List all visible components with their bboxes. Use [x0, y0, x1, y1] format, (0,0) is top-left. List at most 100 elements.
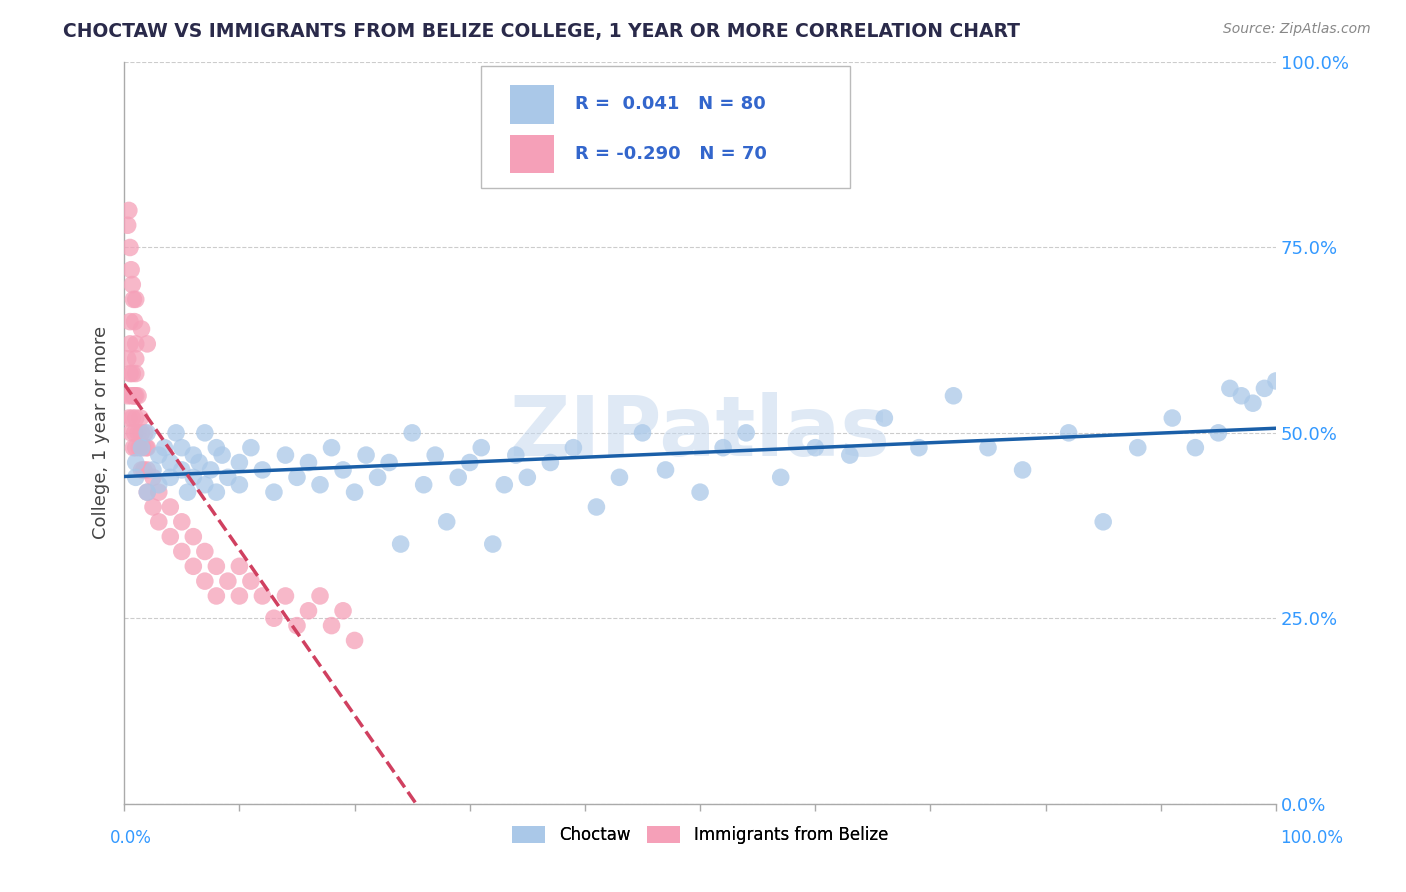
Point — [181, 559, 204, 574]
Point — [1253, 381, 1275, 395]
Point — [252, 589, 274, 603]
Point — [494, 477, 516, 491]
Point — [239, 441, 262, 455]
Point — [120, 389, 142, 403]
Point — [205, 559, 228, 574]
Point — [131, 322, 153, 336]
Point — [332, 463, 354, 477]
Point — [135, 441, 157, 455]
Point — [148, 448, 170, 462]
Point — [131, 425, 153, 440]
Point — [153, 441, 176, 455]
Point — [129, 411, 152, 425]
FancyBboxPatch shape — [510, 85, 554, 124]
Point — [481, 537, 503, 551]
Text: 0.0%: 0.0% — [110, 829, 152, 847]
Point — [148, 515, 170, 529]
Point — [170, 544, 193, 558]
Point — [321, 618, 343, 632]
Point — [125, 470, 148, 484]
Point — [297, 604, 319, 618]
Point — [1265, 374, 1288, 388]
Legend: Choctaw, Immigrants from Belize: Choctaw, Immigrants from Belize — [506, 820, 894, 851]
Point — [117, 351, 139, 366]
Point — [124, 315, 146, 329]
Point — [977, 441, 1000, 455]
Point — [134, 425, 156, 440]
Point — [159, 470, 181, 484]
Point — [274, 448, 297, 462]
Point — [205, 441, 228, 455]
Point — [118, 203, 141, 218]
Point — [142, 463, 165, 477]
Point — [125, 411, 148, 425]
Point — [121, 367, 143, 381]
Point — [1126, 441, 1149, 455]
Point — [631, 425, 654, 440]
Point — [122, 441, 145, 455]
Point — [804, 441, 827, 455]
Point — [125, 456, 148, 470]
Point — [132, 463, 155, 477]
Point — [458, 456, 481, 470]
Point — [118, 240, 141, 254]
Point — [654, 463, 676, 477]
Point — [124, 389, 146, 403]
Point — [1219, 381, 1241, 395]
Point — [128, 441, 150, 455]
Point — [142, 470, 165, 484]
Point — [343, 633, 366, 648]
Point — [118, 315, 141, 329]
Point — [1241, 396, 1264, 410]
Point — [181, 530, 204, 544]
Point — [122, 293, 145, 307]
Point — [252, 463, 274, 477]
Point — [1161, 411, 1184, 425]
Point — [239, 574, 262, 588]
Point — [425, 448, 447, 462]
Point — [343, 485, 366, 500]
Point — [165, 425, 187, 440]
Point — [188, 456, 211, 470]
Point — [263, 611, 285, 625]
Point — [367, 470, 389, 484]
Point — [136, 337, 159, 351]
Point — [228, 477, 250, 491]
Point — [689, 485, 711, 500]
Point — [136, 485, 159, 500]
Point — [159, 530, 181, 544]
Point — [1230, 389, 1253, 403]
Point — [127, 389, 149, 403]
Point — [200, 463, 222, 477]
Point — [470, 441, 492, 455]
Text: CHOCTAW VS IMMIGRANTS FROM BELIZE COLLEGE, 1 YEAR OR MORE CORRELATION CHART: CHOCTAW VS IMMIGRANTS FROM BELIZE COLLEG… — [63, 22, 1021, 41]
Point — [121, 277, 143, 292]
Point — [118, 411, 141, 425]
Point — [378, 456, 401, 470]
Point — [1011, 463, 1033, 477]
Point — [516, 470, 538, 484]
Point — [170, 463, 193, 477]
Point — [125, 389, 148, 403]
Point — [412, 477, 434, 491]
Point — [401, 425, 423, 440]
Point — [942, 389, 965, 403]
Point — [217, 470, 239, 484]
Point — [285, 470, 308, 484]
Point — [124, 425, 146, 440]
Text: R =  0.041   N = 80: R = 0.041 N = 80 — [575, 95, 765, 113]
Point — [194, 425, 217, 440]
Point — [194, 574, 217, 588]
FancyBboxPatch shape — [510, 135, 554, 173]
Point — [205, 485, 228, 500]
Text: 100.0%: 100.0% — [1279, 829, 1343, 847]
Point — [1208, 425, 1230, 440]
Point — [1184, 441, 1206, 455]
Point — [321, 441, 343, 455]
Point — [136, 485, 159, 500]
Point — [297, 456, 319, 470]
Point — [131, 441, 153, 455]
Point — [117, 219, 139, 233]
Point — [159, 500, 181, 514]
Point — [170, 515, 193, 529]
